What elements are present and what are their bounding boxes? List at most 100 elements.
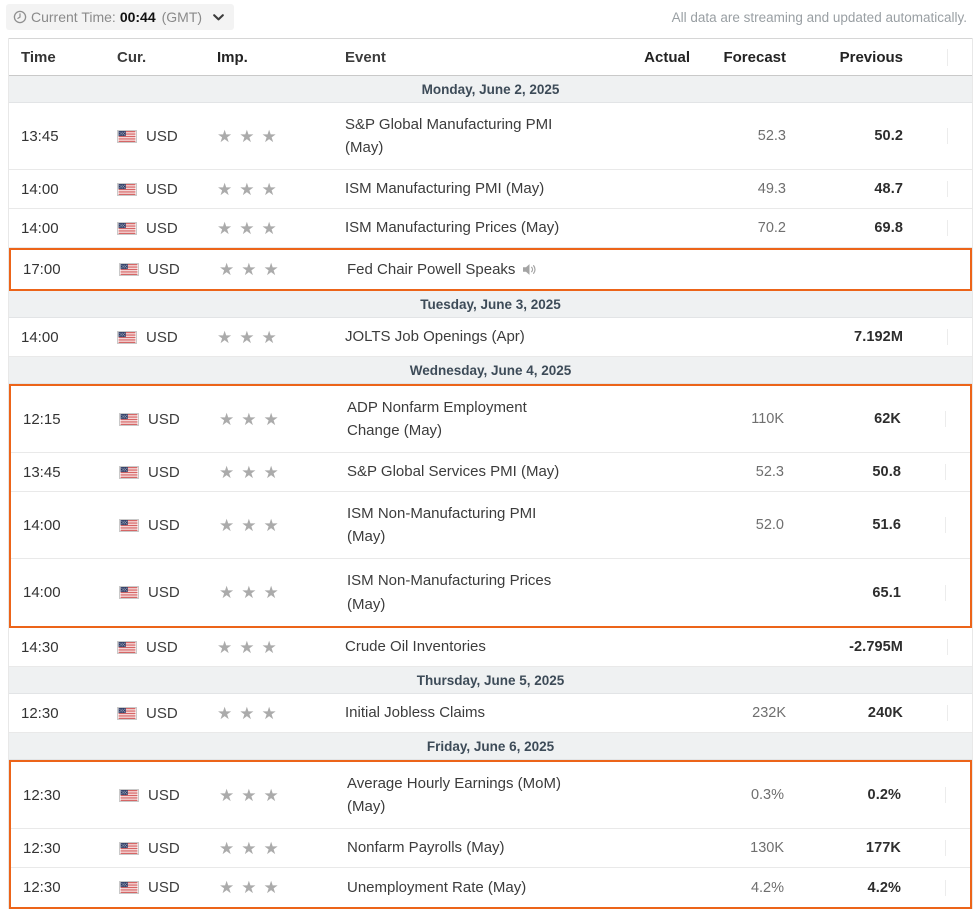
- event-name[interactable]: Initial Jobless Claims: [345, 704, 486, 722]
- event-group: 14:00 USD ★★★ JOLTS Job Openings (Apr): [9, 318, 972, 357]
- day-header-row: Thursday, June 5, 2025: [9, 667, 972, 694]
- previous-value: 48.7: [790, 181, 948, 197]
- col-header-previous: Previous: [790, 48, 948, 66]
- col-header-actual: Actual: [644, 48, 690, 66]
- event-name[interactable]: Fed Chair Powell Speaks: [347, 260, 516, 278]
- event-name[interactable]: ISM Non-Manufacturing Prices: [347, 572, 552, 590]
- currency-code: USD: [146, 638, 178, 656]
- event-time: 12:30: [23, 786, 61, 804]
- previous-value: 0.2%: [788, 787, 946, 803]
- event-time: 14:30: [21, 638, 59, 656]
- currency-code: USD: [146, 219, 178, 237]
- event-row[interactable]: 12:15 USD ★★★ ADP Nonfarm Employment: [11, 386, 970, 453]
- forecast-value: 52.0: [755, 517, 784, 533]
- forecast-value: 0.3%: [750, 787, 784, 803]
- speaker-icon[interactable]: [522, 263, 537, 276]
- event-name-line2[interactable]: Change (May): [347, 422, 443, 439]
- event-time: 14:00: [21, 328, 59, 346]
- event-name-line2[interactable]: (May): [345, 139, 384, 156]
- row-spacer: [948, 628, 972, 666]
- row-spacer: [948, 318, 972, 356]
- event-name[interactable]: ISM Non-Manufacturing PMI: [347, 504, 537, 522]
- event-name-line2[interactable]: (May): [347, 528, 386, 545]
- row-spacer: [948, 694, 972, 732]
- day-header-label: Friday, June 6, 2025: [426, 738, 555, 754]
- event-name[interactable]: ISM Manufacturing Prices (May): [345, 219, 560, 237]
- row-spacer: [946, 762, 970, 828]
- previous-value: 51.6: [788, 517, 946, 533]
- event-row[interactable]: 14:00 USD ★★★ ISM Manufacturing Prices (…: [9, 209, 972, 248]
- us-flag-icon: [119, 263, 139, 276]
- currency-code: USD: [146, 127, 178, 145]
- event-name-line2[interactable]: (May): [347, 798, 386, 815]
- us-flag-icon: [119, 586, 139, 599]
- event-time: 12:15: [23, 410, 61, 428]
- previous-value: 177K: [788, 840, 946, 856]
- event-row[interactable]: 12:30 USD ★★★ Initial Jobless Claims: [9, 694, 972, 733]
- event-name[interactable]: ADP Nonfarm Employment: [347, 398, 527, 416]
- row-spacer: [946, 453, 970, 491]
- highlighted-event-group: 12:15 USD ★★★ ADP Nonfarm Employment: [9, 384, 972, 628]
- forecast-value: 52.3: [755, 464, 784, 480]
- currency-code: USD: [148, 839, 180, 857]
- event-name[interactable]: ISM Manufacturing PMI (May): [345, 180, 545, 198]
- event-row[interactable]: 14:00 USD ★★★ ISM Manufacturing PMI (May…: [9, 170, 972, 209]
- col-header-importance: Imp.: [217, 48, 248, 66]
- event-name[interactable]: S&P Global Manufacturing PMI: [345, 115, 553, 133]
- event-name[interactable]: Unemployment Rate (May): [347, 878, 527, 896]
- day-header-row: Tuesday, June 3, 2025: [9, 291, 972, 318]
- event-row[interactable]: 14:00 USD ★★★ ISM Non-Manufacturing Pric…: [11, 559, 970, 626]
- currency-code: USD: [148, 584, 180, 601]
- us-flag-icon: [119, 788, 139, 802]
- chevron-down-icon[interactable]: [213, 13, 224, 21]
- row-spacer: [946, 250, 970, 289]
- previous-value: -2.795M: [790, 639, 948, 655]
- event-row[interactable]: 13:45 USD ★★★ S&P Global Services PMI (M…: [11, 453, 970, 492]
- event-name[interactable]: JOLTS Job Openings (Apr): [345, 328, 525, 346]
- event-time: 17:00: [23, 261, 61, 278]
- day-header-label: Wednesday, June 4, 2025: [409, 362, 572, 378]
- day-header-row: Monday, June 2, 2025: [9, 76, 972, 103]
- previous-value: 4.2%: [788, 879, 946, 896]
- event-name[interactable]: S&P Global Services PMI (May): [347, 463, 560, 481]
- previous-value: 240K: [790, 705, 948, 721]
- forecast-value: 130K: [750, 840, 784, 856]
- previous-value: 7.192M: [790, 329, 948, 345]
- event-row[interactable]: 14:00 USD ★★★ ISM Non-Manufacturing PMI: [11, 492, 970, 559]
- us-flag-icon: [119, 412, 139, 426]
- row-spacer: [946, 386, 970, 452]
- event-group: 14:30 USD ★★★ Crude Oil Inventories: [9, 628, 972, 667]
- col-header-forecast: Forecast: [723, 48, 786, 66]
- row-spacer: [948, 170, 972, 208]
- event-name-line2[interactable]: (May): [347, 595, 386, 613]
- currency-code: USD: [146, 180, 178, 198]
- importance-stars: ★★★: [217, 327, 284, 347]
- event-row[interactable]: 12:30 USD ★★★ Average Hourly Earnings (M…: [11, 762, 970, 829]
- currency-code: USD: [148, 879, 180, 896]
- forecast-value: 70.2: [757, 220, 786, 236]
- topbar: Current Time: 00:44 (GMT) All data are s…: [0, 0, 975, 38]
- event-name[interactable]: Crude Oil Inventories: [345, 638, 486, 656]
- importance-stars: ★★★: [217, 637, 284, 657]
- us-flag-icon: [117, 129, 137, 143]
- row-spacer: [948, 209, 972, 247]
- currency-code: USD: [148, 463, 180, 481]
- event-name[interactable]: Nonfarm Payrolls (May): [347, 839, 505, 857]
- event-row[interactable]: 12:30 USD ★★★ Unemployment Rate (May): [11, 868, 970, 907]
- row-spacer: [946, 492, 970, 558]
- day-header-label: Monday, June 2, 2025: [421, 81, 560, 97]
- event-row[interactable]: 13:45 USD ★★★ S&P Global Manufacturing P…: [9, 103, 972, 170]
- event-time: 12:30: [23, 879, 61, 896]
- importance-stars: ★★★: [219, 409, 286, 429]
- event-row[interactable]: 14:30 USD ★★★ Crude Oil Inventories: [9, 628, 972, 667]
- current-time-selector[interactable]: Current Time: 00:44 (GMT): [6, 4, 235, 30]
- day-header-label: Thursday, June 5, 2025: [416, 672, 565, 688]
- row-spacer: [946, 559, 970, 626]
- event-name[interactable]: Average Hourly Earnings (MoM): [347, 774, 561, 792]
- highlighted-event-group: 17:00 USD ★★★ Fed Chair Powell Speaks: [9, 248, 972, 291]
- event-row[interactable]: 17:00 USD ★★★ Fed Chair Powell Speaks: [11, 250, 970, 289]
- currency-code: USD: [148, 410, 180, 428]
- event-row[interactable]: 12:30 USD ★★★ Nonfarm Payrolls (May): [11, 829, 970, 868]
- importance-stars: ★★★: [219, 785, 286, 805]
- event-row[interactable]: 14:00 USD ★★★ JOLTS Job Openings (Apr): [9, 318, 972, 357]
